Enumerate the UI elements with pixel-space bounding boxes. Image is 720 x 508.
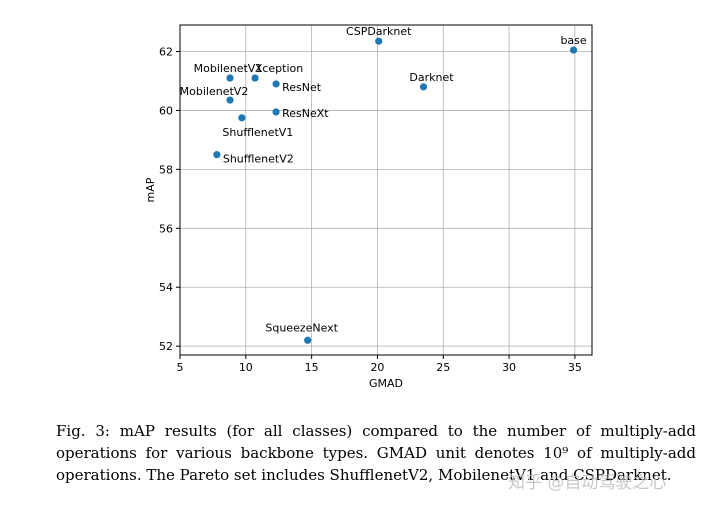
point-label: ShufflenetV2 xyxy=(223,153,294,166)
scatter-chart: 5 10 15 20 25 30 35 52 54 56 58 60 62 CSPDarknet base… xyxy=(144,24,593,390)
point-label: CSPDarknet xyxy=(346,25,412,38)
y-tick-label: 52 xyxy=(159,340,173,353)
figure-caption: Fig. 3: mAP results (for all classes) co… xyxy=(56,422,696,484)
y-tick-label: 58 xyxy=(159,163,173,176)
y-tick-label: 56 xyxy=(159,222,173,235)
point-label: MobilenetV1 xyxy=(194,62,263,75)
point-label: ResNet xyxy=(282,81,322,94)
data-point xyxy=(251,74,259,82)
x-tick-label: 10 xyxy=(239,361,253,374)
y-tick-label: 54 xyxy=(159,281,173,294)
data-point xyxy=(304,336,312,344)
x-tick-label: 30 xyxy=(502,361,516,374)
data-point xyxy=(419,83,428,91)
point-label: ResNeXt xyxy=(282,107,329,120)
axis-ticks: 5 10 15 20 25 30 35 52 54 56 58 60 62 xyxy=(159,46,582,374)
data-point xyxy=(272,108,280,116)
data-point xyxy=(238,114,246,122)
data-point xyxy=(375,37,383,45)
plot-frame xyxy=(179,24,593,356)
y-tick-label: 60 xyxy=(159,104,173,117)
x-tick-label: 20 xyxy=(370,361,384,374)
point-label: base xyxy=(560,34,586,47)
x-tick-label: 25 xyxy=(436,361,450,374)
data-point xyxy=(569,46,578,54)
grid-lines xyxy=(179,25,592,355)
data-point xyxy=(226,74,234,82)
point-label: Xception xyxy=(255,62,303,75)
point-label: Darknet xyxy=(409,71,454,84)
y-tick-label: 62 xyxy=(159,46,173,59)
x-tick-label: 5 xyxy=(177,361,184,374)
point-label: SqueezeNext xyxy=(265,321,338,334)
data-point xyxy=(226,96,234,104)
watermark: 知乎 @自动驾驶之心 xyxy=(508,473,667,493)
x-tick-label: 35 xyxy=(568,361,582,374)
point-label: ShufflenetV1 xyxy=(222,126,293,139)
data-point xyxy=(272,80,280,88)
x-tick-label: 15 xyxy=(305,361,319,374)
x-axis-label: GMAD xyxy=(369,377,403,390)
point-label: MobilenetV2 xyxy=(180,85,249,98)
data-point xyxy=(213,151,221,159)
y-axis-label: mAP xyxy=(144,177,157,202)
